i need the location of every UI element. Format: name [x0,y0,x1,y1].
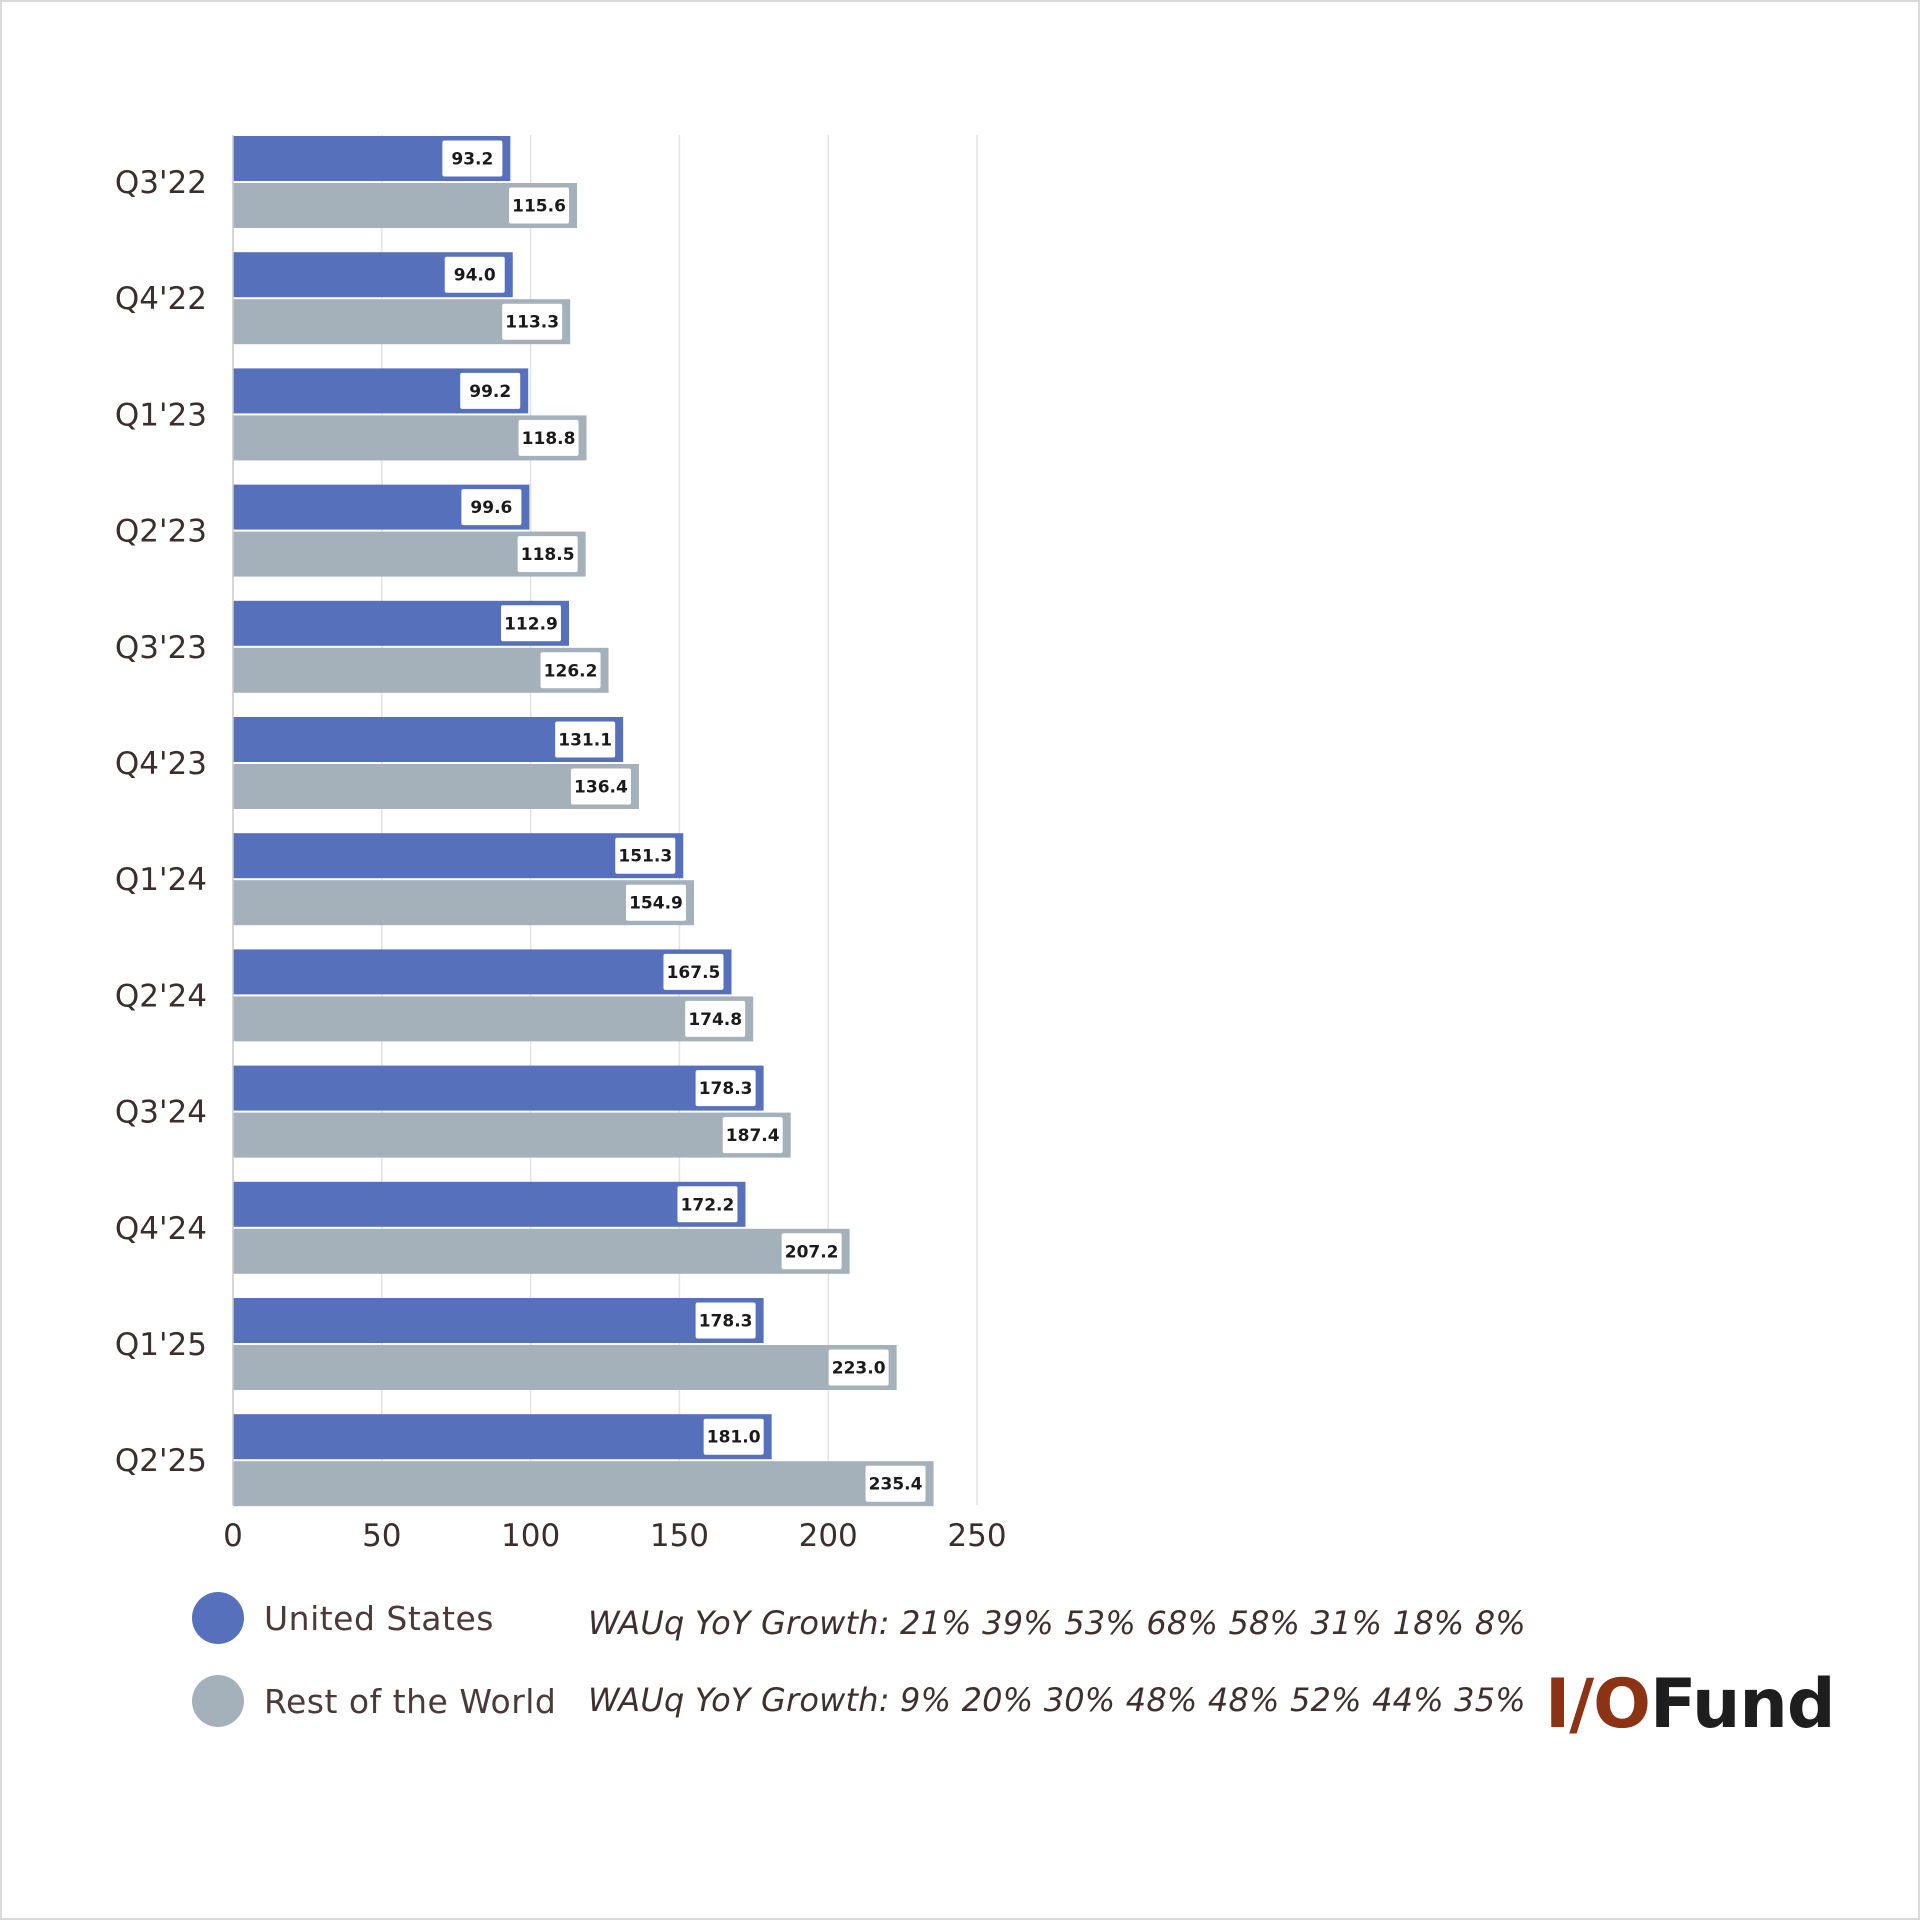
x-tick-label: 250 [947,1518,1006,1554]
legend-label-united-states: United States [264,1598,494,1638]
data-label-box [555,721,616,758]
data-label: 118.8 [522,429,576,449]
data-label-box [615,837,676,874]
y-category-label: Q3'24 [115,1095,207,1131]
y-category-label: Q3'23 [115,630,207,666]
data-label: 136.4 [574,778,628,798]
data-label: 172.2 [681,1195,735,1215]
y-category-label: Q4'22 [115,281,207,317]
data-label: 235.4 [869,1475,923,1495]
legend-item-united-states: United States [192,1592,494,1644]
data-label: 178.3 [699,1312,753,1332]
data-label-box [703,1418,764,1455]
data-label-box [444,256,505,293]
logo-fund: Fund [1649,1665,1836,1744]
data-label-box [540,652,601,689]
y-category-label: Q3'22 [115,165,207,201]
data-label: 178.3 [699,1079,753,1099]
legend-label-rest-of-world: Rest of the World [264,1681,557,1721]
data-label: 118.5 [521,545,575,565]
data-label-box [625,884,686,921]
data-label-box [685,1000,746,1037]
data-label-box [865,1465,926,1502]
data-label-box [677,1186,738,1223]
row-growth-note: WAUq YoY Growth: 9% 20% 30% 48% 48% 52% … [588,1681,1526,1719]
data-label-box [781,1233,842,1270]
bar [233,949,732,995]
data-label-box [502,303,563,340]
data-label: 151.3 [618,847,672,867]
y-category-label: Q2'24 [115,978,207,1014]
data-label-box [570,768,631,805]
x-tick-label: 100 [501,1518,560,1554]
data-label: 112.9 [504,614,558,634]
data-label: 174.8 [688,1010,742,1030]
x-tick-label: 150 [650,1518,709,1554]
io-fund-logo: I/OFund [1545,1665,1836,1744]
data-label-box [663,953,724,990]
logo-io: I/O [1545,1665,1651,1744]
bar [233,1112,791,1158]
data-label-box [695,1302,756,1339]
bar [233,1345,897,1390]
y-category-label: Q2'25 [115,1443,207,1479]
legend-item-rest-of-world: Rest of the World [192,1675,556,1727]
us-growth-note: WAUq YoY Growth: 21% 39% 53% 68% 58% 31%… [588,1604,1526,1642]
bar [233,1414,772,1460]
data-label: 187.4 [726,1126,780,1146]
data-label: 223.0 [832,1359,886,1379]
y-category-label: Q4'23 [115,746,207,782]
legend-swatch-united-states [192,1592,244,1644]
y-category-label: Q4'24 [115,1211,207,1247]
x-tick-label: 200 [799,1518,858,1554]
bar [233,1228,850,1274]
data-label-box [509,187,570,224]
data-label: 154.9 [629,894,683,914]
data-label: 99.6 [470,498,512,518]
data-label-box [695,1070,756,1107]
data-label-box [517,536,578,573]
data-label: 93.2 [451,150,493,170]
y-category-label: Q1'23 [115,397,207,433]
bar [233,833,684,879]
legend-swatch-rest-of-world [192,1675,244,1727]
data-label-box [460,372,521,409]
data-label: 115.6 [512,197,566,217]
y-category-label: Q2'23 [115,514,207,550]
data-label-box [442,140,503,177]
data-label-box [461,489,522,526]
bar [233,880,694,926]
data-label: 181.0 [707,1428,761,1448]
bar [233,1181,746,1227]
data-label: 113.3 [505,313,559,333]
data-label-box [828,1349,889,1386]
bar [233,1298,764,1343]
y-category-label: Q1'25 [115,1327,207,1363]
data-label: 207.2 [785,1242,839,1262]
data-label-box [722,1117,783,1154]
x-tick-label: 50 [362,1518,401,1554]
data-label-box [518,419,579,456]
data-label: 131.1 [558,731,612,751]
bar [233,1065,764,1111]
data-label: 126.2 [544,661,598,681]
x-tick-label: 0 [223,1518,243,1554]
data-label: 94.0 [454,266,496,286]
bar [233,996,754,1042]
bar [233,1461,934,1507]
y-category-label: Q1'24 [115,862,207,898]
data-label-box [500,605,561,642]
data-label: 167.5 [667,963,721,983]
data-label: 99.2 [469,382,511,402]
